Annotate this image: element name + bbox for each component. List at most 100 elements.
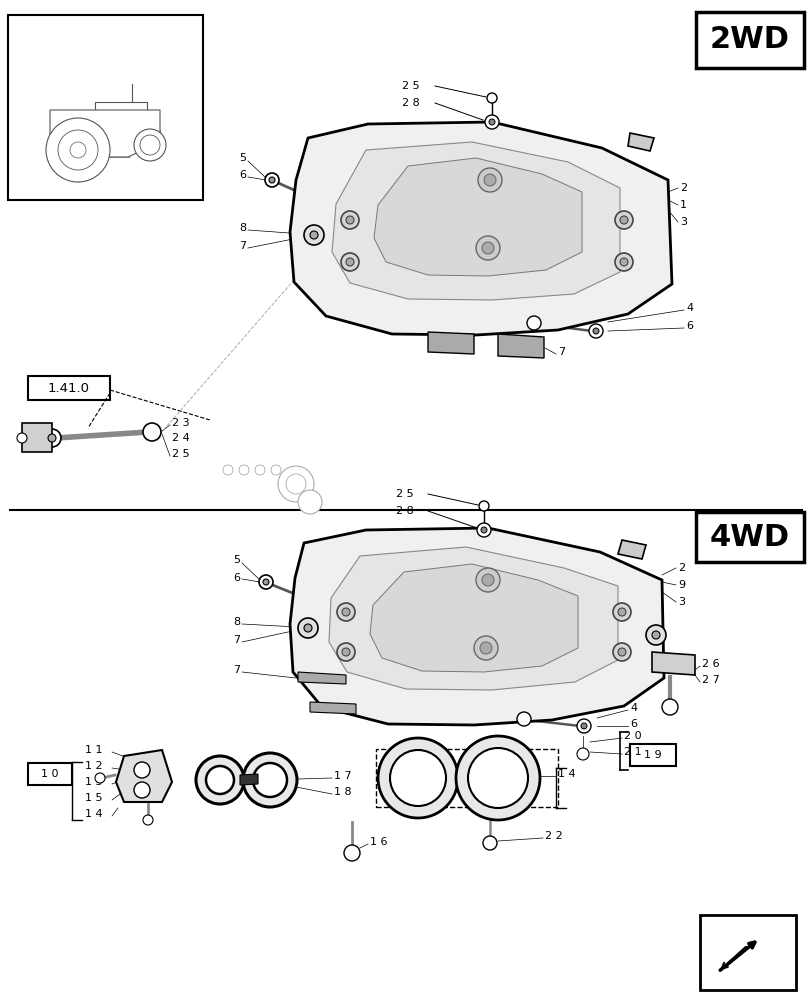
Text: 2 6: 2 6	[702, 659, 719, 669]
Circle shape	[617, 648, 625, 656]
Text: 1 0: 1 0	[41, 769, 58, 779]
Circle shape	[577, 748, 588, 760]
Circle shape	[271, 465, 281, 475]
Circle shape	[238, 465, 249, 475]
Circle shape	[195, 756, 243, 804]
Circle shape	[43, 429, 61, 447]
Circle shape	[456, 736, 539, 820]
Circle shape	[46, 118, 109, 182]
Text: 1 5: 1 5	[85, 793, 102, 803]
Bar	[695, 12, 803, 68]
Circle shape	[526, 316, 540, 330]
Text: 1 7: 1 7	[333, 771, 351, 781]
Circle shape	[95, 773, 105, 783]
Bar	[95, 102, 147, 130]
Circle shape	[614, 211, 633, 229]
Text: 6: 6	[685, 321, 692, 331]
Text: 2 2: 2 2	[544, 831, 562, 841]
Circle shape	[592, 328, 599, 334]
Circle shape	[345, 216, 354, 224]
Circle shape	[480, 527, 487, 533]
Circle shape	[612, 643, 630, 661]
Text: 6: 6	[238, 170, 246, 180]
Text: 1: 1	[679, 200, 686, 210]
Text: 8: 8	[238, 223, 246, 233]
Circle shape	[143, 815, 152, 825]
Circle shape	[482, 242, 493, 254]
Text: 2 4: 2 4	[172, 433, 190, 443]
Circle shape	[614, 253, 633, 271]
Polygon shape	[328, 547, 617, 690]
Circle shape	[341, 253, 358, 271]
Text: 1 2: 1 2	[85, 761, 102, 771]
Circle shape	[134, 782, 150, 798]
Text: 5: 5	[233, 555, 240, 565]
Text: 2 8: 2 8	[396, 506, 414, 516]
Polygon shape	[22, 423, 52, 452]
Text: 7: 7	[233, 665, 240, 675]
Circle shape	[298, 618, 318, 638]
Text: 2WD: 2WD	[709, 25, 789, 54]
Circle shape	[70, 142, 86, 158]
Circle shape	[277, 466, 314, 502]
Polygon shape	[290, 528, 663, 725]
Circle shape	[303, 624, 311, 632]
Text: 7: 7	[233, 635, 240, 645]
Polygon shape	[651, 652, 694, 675]
Circle shape	[478, 168, 501, 192]
Polygon shape	[116, 750, 172, 802]
Circle shape	[488, 119, 495, 125]
Circle shape	[341, 608, 350, 616]
Circle shape	[310, 231, 318, 239]
Circle shape	[259, 575, 272, 589]
Circle shape	[483, 174, 496, 186]
Text: 3: 3	[679, 217, 686, 227]
Circle shape	[651, 631, 659, 639]
Circle shape	[263, 579, 268, 585]
Circle shape	[476, 523, 491, 537]
Text: 1 1: 1 1	[85, 745, 102, 755]
Circle shape	[577, 719, 590, 733]
Circle shape	[581, 723, 586, 729]
Circle shape	[474, 636, 497, 660]
Text: 3: 3	[677, 597, 684, 607]
Text: 2: 2	[679, 183, 686, 193]
Circle shape	[58, 130, 98, 170]
Circle shape	[482, 574, 493, 586]
Text: 2 5: 2 5	[402, 81, 419, 91]
Bar	[28, 376, 109, 400]
Text: 6: 6	[233, 573, 240, 583]
Circle shape	[467, 748, 527, 808]
Bar	[375, 749, 557, 807]
Circle shape	[48, 434, 56, 442]
Circle shape	[588, 324, 603, 338]
Circle shape	[475, 236, 500, 260]
Circle shape	[341, 211, 358, 229]
Circle shape	[483, 836, 496, 850]
Circle shape	[612, 603, 630, 621]
Circle shape	[242, 753, 297, 807]
Text: 2 1: 2 1	[623, 747, 641, 757]
Text: 1 4: 1 4	[85, 809, 102, 819]
Circle shape	[139, 135, 160, 155]
Text: 1.41.0: 1.41.0	[48, 381, 90, 394]
Text: 7: 7	[238, 241, 246, 251]
Text: 1 4: 1 4	[557, 769, 575, 779]
Text: 6: 6	[629, 719, 636, 729]
Circle shape	[517, 712, 530, 726]
Circle shape	[484, 115, 499, 129]
Text: 1 6: 1 6	[370, 837, 387, 847]
Polygon shape	[627, 133, 653, 151]
Polygon shape	[332, 142, 620, 300]
Polygon shape	[370, 564, 577, 672]
Circle shape	[661, 699, 677, 715]
Text: 2 5: 2 5	[396, 489, 414, 499]
Circle shape	[134, 762, 150, 778]
Circle shape	[389, 750, 445, 806]
Text: 1 8: 1 8	[333, 787, 351, 797]
Circle shape	[268, 177, 275, 183]
Text: 1 3: 1 3	[85, 777, 102, 787]
Text: 2 3: 2 3	[172, 418, 190, 428]
Circle shape	[264, 173, 279, 187]
Circle shape	[479, 642, 491, 654]
